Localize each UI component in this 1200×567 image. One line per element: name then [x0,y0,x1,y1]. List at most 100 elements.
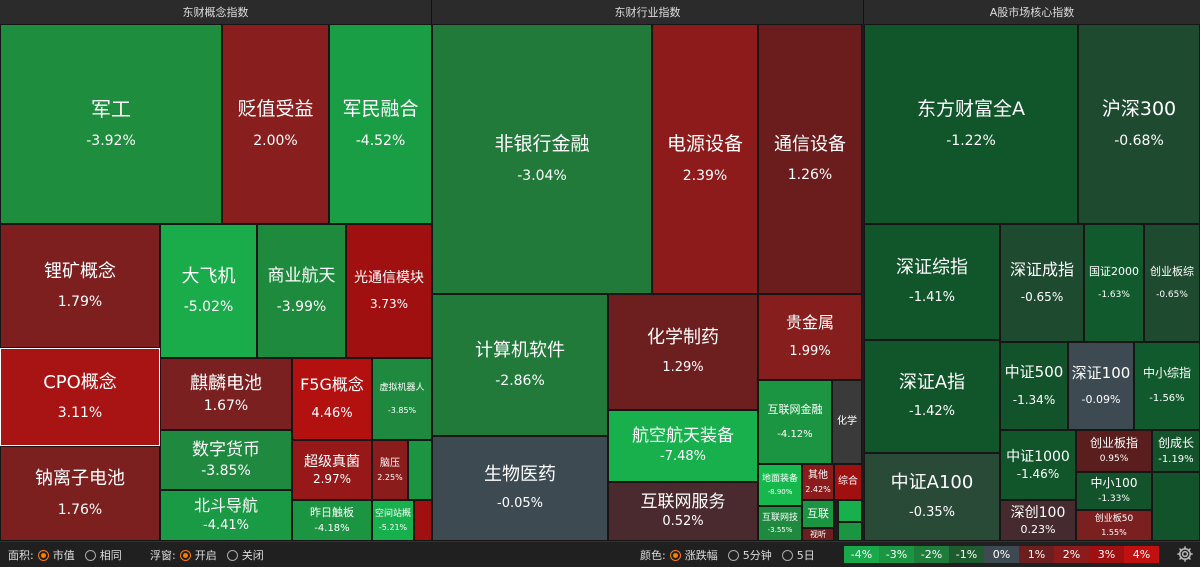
treemap-tile-small[interactable] [838,522,862,541]
legend-swatch: -3% [879,546,914,563]
treemap-tile[interactable]: 创业板综 -0.65% [1144,224,1200,342]
tile-name: 中证A100 [890,472,974,494]
treemap-tile[interactable]: 大飞机 -5.02% [160,224,257,358]
tile-name: 深证100 [1071,364,1131,383]
treemap-tile[interactable]: 化学 [832,380,862,464]
treemap-tile[interactable]: 北斗导航 -4.41% [160,490,292,541]
treemap-tile[interactable]: 互联网技 -3.55% [758,506,802,541]
tile-change-pct: -0.68% [1114,132,1164,149]
radio-float-off[interactable] [226,549,238,561]
radio-color-5min[interactable] [727,549,739,561]
radio-label-off[interactable]: 关闭 [241,549,264,562]
radio-area-equal[interactable] [84,549,96,561]
treemap-tile[interactable]: 虚拟机器人 -3.85% [372,358,432,440]
treemap-tile[interactable]: 中证A100 -0.35% [864,453,1000,541]
treemap-tile[interactable]: 贬值受益 2.00% [222,24,329,224]
radio-area-market-cap[interactable] [37,549,49,561]
treemap-tile[interactable]: 贵金属 1.99% [758,294,862,380]
tile-name: 深证综指 [896,257,968,279]
treemap-tile[interactable]: 深证A指 -1.42% [864,340,1000,453]
legend-swatch: -1% [949,546,984,563]
treemap-tile[interactable]: 光通信模块 3.73% [346,224,432,358]
treemap-tile[interactable]: 航空航天装备 -7.48% [608,410,758,482]
treemap-tile[interactable]: 生物医药 -0.05% [432,436,608,541]
treemap-tile-small[interactable] [838,500,862,522]
treemap-tile[interactable]: 其他 2.42% [802,464,834,500]
tile-change-pct: 2.97% [312,471,352,486]
tile-change-pct: -3.85% [201,463,251,480]
radio-label-on[interactable]: 开启 [194,549,217,562]
tile-name: 航空航天装备 [632,426,734,447]
treemap-tile[interactable]: 中证500 -1.34% [1000,342,1068,430]
treemap-tile[interactable]: 沪深300 -0.68% [1078,24,1200,224]
tile-name: 创成长 [1157,435,1194,450]
radio-label-change[interactable]: 涨跌幅 [684,549,718,562]
treemap-tile[interactable]: 商业航天 -3.99% [257,224,346,358]
treemap-tile[interactable]: 深证100 -0.09% [1068,342,1134,430]
treemap-tile[interactable]: 锂矿概念 1.79% [0,224,160,348]
treemap-tile[interactable]: 计算机软件 -2.86% [432,294,608,436]
treemap-tile-small[interactable] [1152,472,1200,541]
treemap-tile[interactable]: 综合 [834,464,862,500]
treemap-tile[interactable]: 超级真菌 2.97% [292,440,372,500]
tile-change-pct: -1.63% [1098,290,1130,301]
treemap-tile[interactable]: 通信设备 1.26% [758,24,862,294]
tile-name: 计算机软件 [475,339,565,361]
treemap-tile[interactable]: 视听 [802,528,834,541]
treemap-tile[interactable]: 昨日触板 -4.18% [292,500,372,541]
treemap-tile-small[interactable] [414,500,432,541]
treemap-tile[interactable]: 创成长 -1.19% [1152,430,1200,472]
treemap-tile[interactable]: 国证2000 -1.63% [1084,224,1144,342]
treemap-tile[interactable]: 中小100 -1.33% [1076,472,1152,510]
tile-change-pct: -1.42% [909,404,955,420]
treemap-tile[interactable]: 军民融合 -4.52% [329,24,432,224]
tile-name: 互联网服务 [640,491,726,512]
radio-label-equal[interactable]: 相同 [99,549,122,562]
radio-color-5day[interactable] [781,549,793,561]
treemap-tile[interactable]: 电源设备 2.39% [652,24,758,294]
tile-change-pct: 1.99% [789,343,831,359]
tile-change-pct: 0.52% [662,514,704,530]
tile-change-pct: -1.41% [909,289,955,305]
treemap-tile[interactable]: 互联网服务 0.52% [608,482,758,541]
legend-swatch: 3% [1089,546,1124,563]
treemap-tile[interactable]: 脑压 2.25% [372,440,408,500]
treemap-tile[interactable]: CPO概念 3.11% [0,348,160,446]
treemap-tile[interactable]: 深证成指 -0.65% [1000,224,1084,342]
treemap-tile[interactable]: 钠离子电池 1.76% [0,446,160,541]
radio-label-5min[interactable]: 5分钟 [742,549,772,562]
tile-change-pct: 2.00% [253,132,298,149]
radio-label-5day[interactable]: 5日 [796,549,815,562]
treemap-tile[interactable]: 创业板指 0.95% [1076,430,1152,472]
treemap-tile[interactable]: 中证1000 -1.46% [1000,430,1076,500]
treemap-tile[interactable]: 深创100 0.23% [1000,500,1076,541]
tile-name: 互联网金融 [767,402,823,416]
tile-name: 非银行金融 [494,133,590,156]
treemap-tile[interactable]: 地面装备 -8.90% [758,464,802,506]
treemap-tile[interactable]: 中小综指 -1.56% [1134,342,1200,430]
radio-label-market-cap[interactable]: 市值 [52,549,75,562]
tile-name: 麒麟电池 [190,373,262,395]
tile-name: 钠离子电池 [35,468,125,490]
radio-float-on[interactable] [179,549,191,561]
treemap-tile[interactable]: 数字货币 -3.85% [160,430,292,490]
treemap-tile[interactable]: 麒麟电池 1.67% [160,358,292,430]
treemap-tile[interactable]: 非银行金融 -3.04% [432,24,652,294]
radio-color-change[interactable] [669,549,681,561]
treemap-tile[interactable]: 军工 -3.92% [0,24,222,224]
treemap-tile[interactable]: 互联网金融 -4.12% [758,380,832,464]
treemap-tile[interactable]: 化学制药 1.29% [608,294,758,410]
treemap-tile[interactable]: 东方财富全A -1.22% [864,24,1078,224]
tile-change-pct: -4.12% [777,428,813,440]
treemap-tile[interactable]: 互联 [802,500,834,528]
tile-change-pct: 2.25% [377,472,403,482]
treemap-tile[interactable]: 空间站概 -5.21% [372,500,414,541]
treemap-tile[interactable]: 深证综指 -1.41% [864,224,1000,340]
treemap-tile[interactable]: 创业板50 1.55% [1076,510,1152,541]
gear-icon[interactable] [1176,545,1194,563]
treemap-tile-small[interactable] [408,440,432,500]
legend-swatch: 1% [1019,546,1054,563]
color-label: 颜色: [640,549,666,562]
tile-change-pct: 1.29% [662,359,704,375]
treemap-tile[interactable]: F5G概念 4.46% [292,358,372,440]
